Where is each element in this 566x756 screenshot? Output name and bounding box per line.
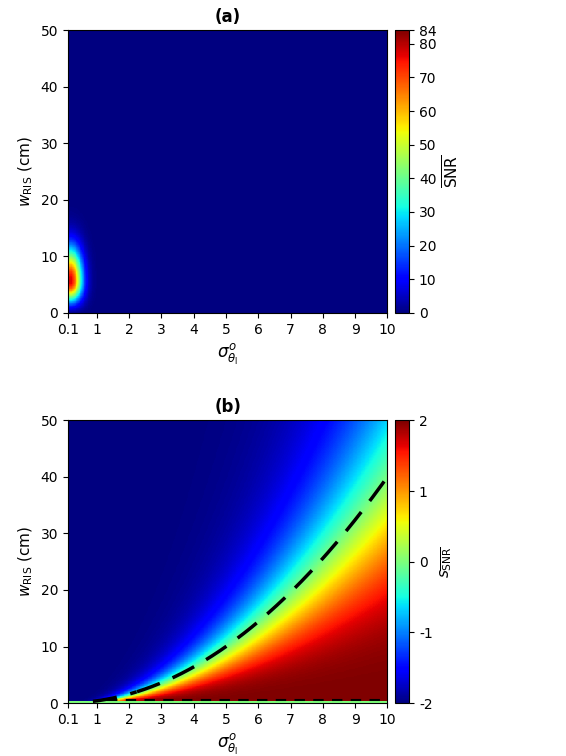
Y-axis label: $\overline{\mathrm{SNR}}$: $\overline{\mathrm{SNR}}$	[442, 155, 462, 188]
Title: (b): (b)	[214, 398, 241, 416]
X-axis label: $\sigma_{\theta_{\mathrm{I}}}^{o}$: $\sigma_{\theta_{\mathrm{I}}}^{o}$	[217, 342, 238, 367]
Y-axis label: $w_{\mathrm{RIS}}$ (cm): $w_{\mathrm{RIS}}$ (cm)	[16, 136, 35, 207]
Title: (a): (a)	[215, 8, 241, 26]
Y-axis label: $w_{\mathrm{RIS}}$ (cm): $w_{\mathrm{RIS}}$ (cm)	[16, 526, 35, 597]
X-axis label: $\sigma_{\theta_{\mathrm{I}}}^{o}$: $\sigma_{\theta_{\mathrm{I}}}^{o}$	[217, 733, 238, 756]
Y-axis label: $s_{\overline{\mathrm{SNR}}}$: $s_{\overline{\mathrm{SNR}}}$	[438, 546, 454, 578]
